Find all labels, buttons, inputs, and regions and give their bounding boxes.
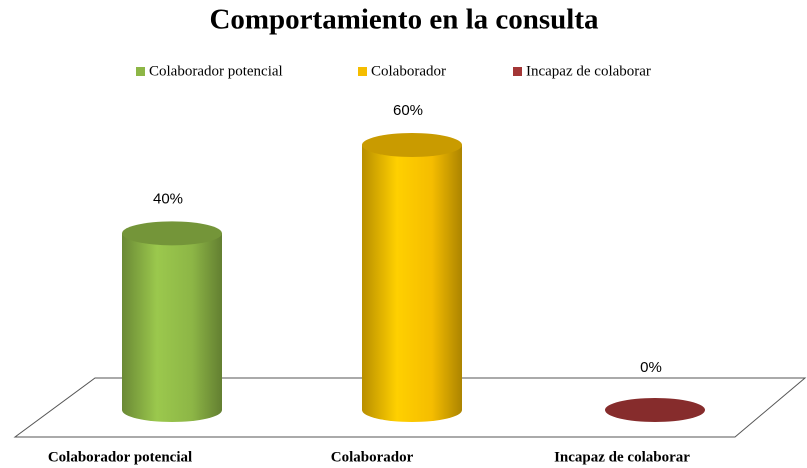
bar (122, 221, 222, 422)
legend-swatch (136, 67, 145, 76)
legend-label: Incapaz de colaborar (526, 63, 651, 79)
x-tick-label: Colaborador (331, 449, 414, 465)
legend-swatch (513, 67, 522, 76)
bar (362, 133, 462, 422)
bar-top (362, 133, 462, 157)
value-label: 40% (153, 190, 183, 207)
value-label: 0% (640, 359, 662, 376)
x-tick-label: Incapaz de colaborar (554, 449, 690, 465)
bar (605, 398, 705, 422)
legend-label: Colaborador (371, 63, 446, 79)
x-tick-label: Colaborador potencial (48, 449, 192, 465)
bar-body (122, 233, 222, 422)
value-label: 60% (393, 102, 423, 119)
bar-body (362, 145, 462, 422)
chart-title: Comportamiento en la consulta (209, 4, 599, 36)
legend-swatch (358, 67, 367, 76)
legend-label: Colaborador potencial (149, 63, 283, 79)
bar-top (605, 398, 705, 422)
bar-top (122, 221, 222, 246)
